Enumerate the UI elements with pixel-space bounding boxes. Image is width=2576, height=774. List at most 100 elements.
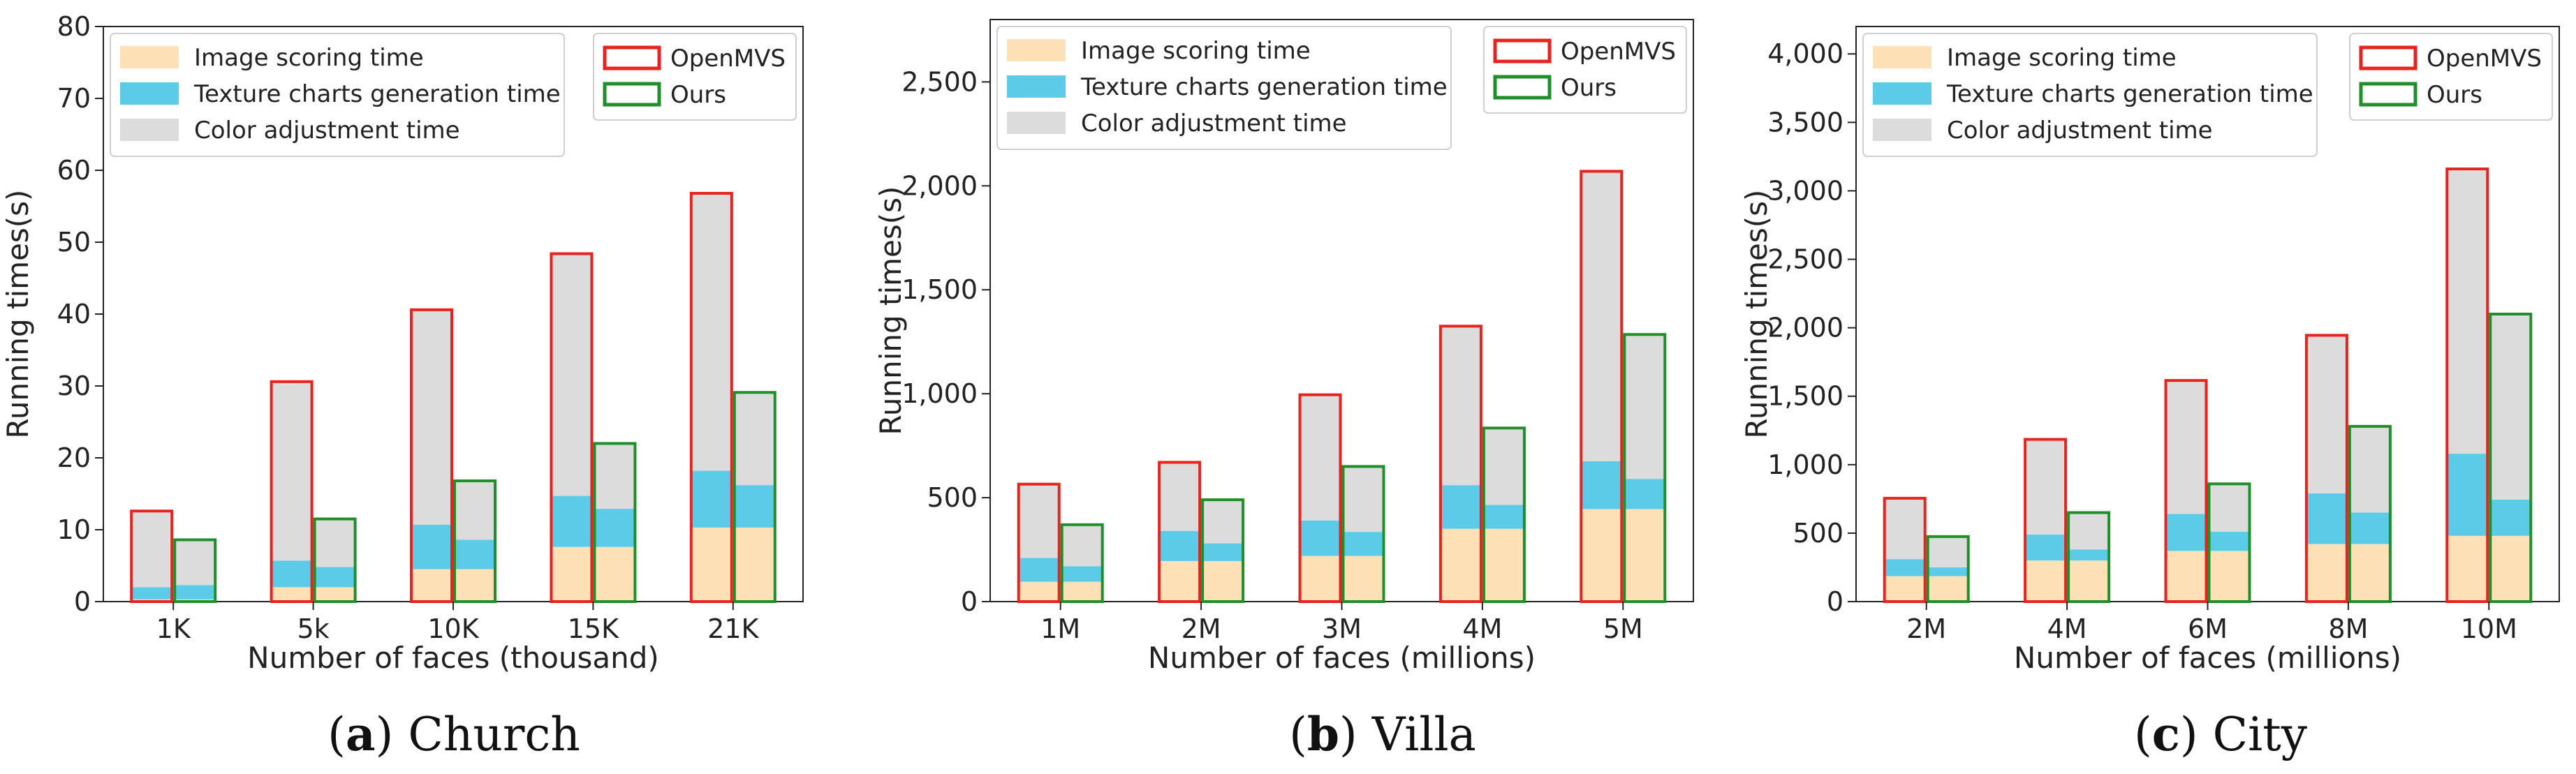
legend-label-color-adjustment: Color adjustment time (1947, 117, 2213, 144)
bar-image-scoring (455, 569, 495, 602)
y-axis-label: Running times(s) (1, 190, 35, 439)
legend-box (996, 26, 1452, 150)
bar-texture-charts (1624, 479, 1665, 509)
bar-outline-openmvs (550, 252, 594, 603)
bar-outline-ours (1341, 465, 1385, 604)
panel-caption: (a) Church (327, 707, 580, 761)
bar-image-scoring (691, 527, 732, 602)
bar-color-adjustment (175, 539, 216, 586)
y-tick-label: 30 (57, 371, 91, 401)
y-tick-label: 3,500 (1767, 107, 1843, 137)
bar-outline-openmvs (1017, 482, 1061, 603)
y-axis-label: Running times(s) (1739, 190, 1774, 439)
bar-image-scoring (2209, 551, 2250, 602)
legend-box (1483, 26, 1687, 114)
bar-outline-openmvs (2024, 438, 2068, 603)
y-tick-label: 500 (927, 482, 978, 513)
legend-label-openmvs: OpenMVS (670, 45, 786, 73)
bar-texture-charts (1343, 532, 1384, 556)
bar-outline-openmvs (2164, 379, 2208, 604)
y-tick-label: 10 (57, 514, 91, 545)
y-tick-label: 40 (57, 299, 91, 329)
bar-texture-charts (2068, 549, 2110, 561)
bar-outline-openmvs (1580, 170, 1624, 603)
legend: Image scoring time Texture charts generat… (110, 33, 797, 157)
bar-texture-charts (1440, 485, 1481, 529)
y-tick-label: 4,000 (1767, 38, 1843, 69)
x-tick-label: 10M (2461, 613, 2517, 644)
y-tick-label: 0 (961, 586, 978, 617)
bar-texture-charts (2447, 454, 2488, 536)
legend-label-ours: Ours (2427, 81, 2482, 109)
bar-outline-openmvs (1438, 325, 1482, 603)
bar-texture-charts (1483, 505, 1524, 529)
x-tick-label: 1M (1040, 613, 1080, 644)
x-tick-label: 4M (2047, 613, 2087, 644)
bar-color-adjustment (271, 381, 312, 561)
legend-swatch-openmvs (1493, 38, 1552, 64)
bar-outline-ours (733, 391, 777, 604)
bar-color-adjustment (2025, 439, 2066, 535)
legend-label-texture-charts: Texture charts generation time (1946, 80, 2313, 108)
caption-paren: ( (1289, 708, 1307, 761)
legend-box (110, 33, 565, 157)
x-axis-label: Number of faces (thousand) (247, 641, 659, 675)
x-axis-label: Number of faces (millions) (1148, 641, 1536, 675)
legend-swatch-openmvs (603, 45, 661, 70)
bar-outline-ours (593, 442, 637, 604)
bar-image-scoring (1624, 509, 1665, 602)
legend-swatch-texture-charts (1007, 75, 1066, 98)
bar-texture-charts (1581, 461, 1622, 509)
bar-texture-charts (2209, 531, 2250, 551)
bar-outline-ours (313, 517, 357, 603)
y-tick-label: 60 (57, 155, 91, 186)
x-tick-label: 3M (1322, 613, 1362, 644)
bar-color-adjustment (131, 511, 172, 588)
legend-label-image-scoring: Image scoring time (1081, 37, 1311, 65)
x-tick-label: 6M (2188, 613, 2228, 644)
x-tick-label: 8M (2328, 613, 2368, 644)
bar-texture-charts (1884, 559, 1925, 576)
bar-image-scoring (2068, 560, 2110, 602)
bar-outline-openmvs (1298, 393, 1342, 603)
bar-color-adjustment (1159, 462, 1200, 531)
legend-swatch-image-scoring (1873, 46, 1931, 68)
bar-outline-ours (1623, 333, 1667, 603)
bar-outline-ours (453, 479, 496, 604)
legend: Image scoring time Texture charts generat… (996, 26, 1687, 150)
legend-label-color-adjustment: Color adjustment time (1081, 110, 1347, 137)
y-tick-label: 70 (57, 83, 91, 114)
bar-outline-ours (2348, 424, 2392, 604)
bar-color-adjustment (2209, 484, 2250, 532)
legend-swatch-image-scoring (120, 46, 179, 68)
bar-image-scoring (551, 546, 592, 602)
y-tick-label: 0 (1827, 586, 1843, 617)
bar-texture-charts (1061, 566, 1103, 582)
y-tick-label: 2,500 (1767, 244, 1843, 275)
y-tick-label: 2,500 (901, 66, 978, 97)
panel-caption: (b) Villa (1289, 707, 1476, 761)
y-tick-label: 2,000 (1767, 313, 1843, 343)
caption-text: Villa (1371, 708, 1476, 761)
bar-color-adjustment (1581, 171, 1622, 461)
bar-image-scoring (1061, 581, 1103, 602)
bar-color-adjustment (2490, 314, 2531, 500)
bar-color-adjustment (455, 480, 495, 540)
legend-label-color-adjustment: Color adjustment time (194, 117, 460, 144)
bar-image-scoring (1300, 556, 1341, 602)
bar-outline-ours (2067, 511, 2111, 604)
bar-image-scoring (2447, 535, 2488, 602)
bar-image-scoring (271, 587, 312, 602)
bar-color-adjustment (1061, 524, 1103, 567)
bar-image-scoring (2025, 560, 2066, 602)
legend-box (593, 33, 797, 121)
y-tick-label: 2,000 (901, 170, 978, 201)
legend-label-ours: Ours (670, 81, 726, 109)
bar-image-scoring (2349, 544, 2390, 602)
caption-paren: ( (2134, 708, 2152, 761)
bar-image-scoring (2490, 535, 2531, 602)
caption-text: Church (408, 708, 580, 761)
bar-outline-openmvs (1158, 461, 1202, 604)
bar-color-adjustment (1202, 500, 1244, 544)
y-tick-label: 20 (57, 442, 91, 473)
